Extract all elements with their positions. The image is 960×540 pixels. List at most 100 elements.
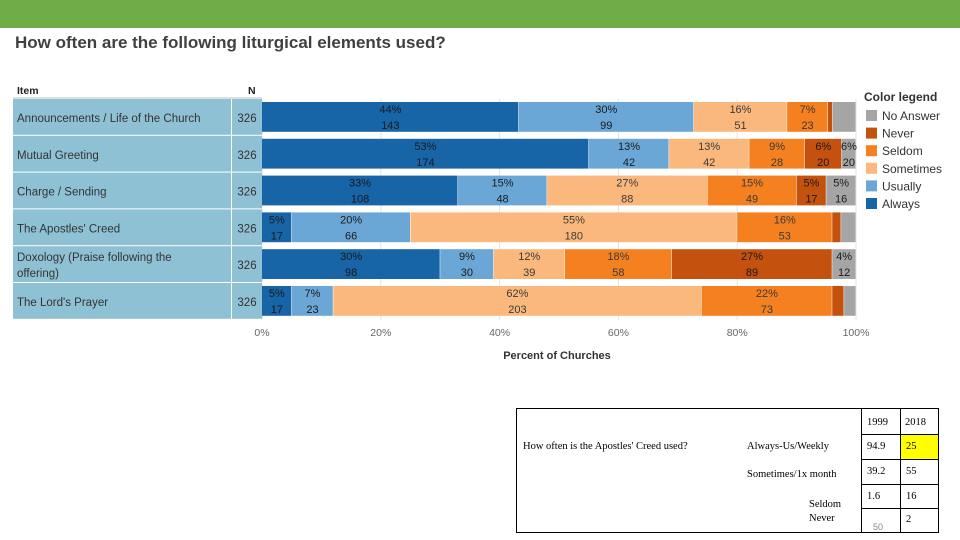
- page-title: How often are the following liturgical e…: [15, 33, 446, 52]
- slide-number: 50: [873, 522, 884, 532]
- segment-count-label: 143: [381, 120, 399, 132]
- segment-count-label: 99: [600, 120, 612, 132]
- bar-segment-never: [671, 249, 832, 279]
- bar-segment-seldom: [737, 212, 832, 243]
- table-divider: [861, 434, 938, 435]
- segment-percent-label: 33%: [349, 178, 371, 190]
- legend-entry-label: No Answer: [882, 109, 940, 123]
- legend-entry-label: Sometimes: [882, 162, 942, 176]
- x-tick-label: 40%: [489, 327, 510, 339]
- segment-count-label: 42: [703, 157, 715, 169]
- legend-swatch: [866, 127, 877, 139]
- segment-count-label: 174: [416, 157, 434, 169]
- row-n-value: 326: [237, 297, 256, 309]
- bar-segment-usually: [518, 102, 694, 132]
- segment-count-label: 98: [345, 267, 357, 279]
- creed-comparison-table: 1999 2018 How often is the Apostles' Cre…: [516, 408, 939, 533]
- bar-segment-usually: [291, 286, 333, 316]
- segment-percent-label: 5%: [803, 178, 819, 190]
- table-divider: [861, 459, 938, 460]
- bar-segment-always: [262, 286, 292, 316]
- stacked-bar-chart: Item N 0% 20% 40% 60% 80% 100% Percent of Church…: [13, 85, 942, 362]
- segment-count-label: 20: [843, 157, 855, 169]
- row-n-background: [232, 209, 262, 246]
- segment-count-label: 17: [805, 194, 817, 206]
- row-n-value: 326: [237, 113, 256, 125]
- segment-count-label: 58: [612, 267, 624, 279]
- table-header-1999: 1999: [867, 417, 888, 428]
- row-label-background: [13, 283, 231, 319]
- segment-percent-label: 16%: [729, 104, 751, 116]
- bar-segment-never: [796, 175, 826, 206]
- legend-swatch: [866, 162, 877, 174]
- row-n-background: [232, 283, 262, 319]
- table-cell-2018: 2: [906, 514, 912, 525]
- segment-percent-label: 13%: [618, 141, 640, 153]
- bar-segment-seldom: [787, 102, 828, 132]
- bar-segment-never: [832, 212, 841, 243]
- item-column-header: Item: [17, 85, 39, 97]
- segment-count-label: 23: [306, 304, 318, 316]
- bar-segment-no-answer: [841, 138, 856, 169]
- bar-segment-no-answer: [832, 249, 856, 279]
- bar-segment-always: [262, 212, 292, 243]
- bar-segment-sometimes: [333, 286, 702, 316]
- legend-entry-label: Never: [882, 127, 914, 141]
- segment-count-label: 66: [345, 230, 357, 242]
- segment-percent-label: 62%: [506, 288, 528, 300]
- bar-segment-usually: [440, 249, 494, 279]
- segment-count-label: 20: [817, 157, 829, 169]
- legend-swatch: [866, 198, 877, 209]
- segment-count-label: 48: [496, 194, 508, 206]
- legend-swatch: [866, 110, 877, 121]
- row-label-background: [13, 246, 231, 282]
- segment-count-label: 88: [621, 194, 633, 206]
- segment-count-label: 17: [271, 304, 283, 316]
- segment-percent-label: 55%: [563, 214, 585, 226]
- legend-swatch: [866, 180, 877, 192]
- legend-entry-label: Usually: [882, 179, 921, 193]
- row-label: Announcements / Life of the Church: [17, 113, 200, 125]
- segment-count-label: 23: [801, 120, 813, 132]
- bar-segment-sometimes: [669, 138, 749, 169]
- segment-count-label: 12: [838, 267, 850, 279]
- row-label: The Lord's Prayer: [17, 297, 108, 309]
- bar-segment-no-answer: [826, 175, 856, 206]
- table-divider: [861, 508, 938, 509]
- x-axis-title: Percent of Churches: [503, 350, 611, 362]
- row-n-value: 326: [237, 223, 256, 235]
- x-tick-label: 20%: [370, 327, 391, 339]
- row-n-background: [232, 246, 262, 282]
- bar-segment-never: [832, 286, 844, 316]
- segment-percent-label: 30%: [340, 251, 362, 263]
- segment-percent-label: 16%: [774, 214, 796, 226]
- bar-segment-sometimes: [493, 249, 565, 279]
- table-question: How often is the Apostles' Creed used?: [523, 441, 688, 452]
- bar-segment-never: [804, 138, 842, 169]
- bar-segment-always: [262, 102, 519, 132]
- bar-segment-sometimes: [693, 102, 787, 132]
- row-label: Doxology (Praise following the offering): [17, 252, 172, 280]
- row-n-value: 326: [237, 150, 256, 162]
- segment-percent-label: 6%: [815, 141, 831, 153]
- segment-count-label: 108: [351, 194, 369, 206]
- legend-title: Color legend: [864, 90, 937, 104]
- row-label: Mutual Greeting: [17, 150, 99, 162]
- segment-count-label: 17: [271, 230, 283, 242]
- segment-percent-label: 6%: [841, 141, 857, 153]
- row-n-background: [232, 135, 262, 172]
- table-cell-2018: 55: [906, 466, 917, 477]
- segment-percent-label: 15%: [492, 178, 514, 190]
- table-cell-2018: 16: [906, 491, 917, 502]
- bar-segment-no-answer: [841, 212, 856, 243]
- bar-segment-usually: [291, 212, 410, 243]
- bar-segment-seldom: [707, 175, 797, 206]
- segment-percent-label: 4%: [836, 251, 852, 263]
- bar-segment-always: [262, 249, 440, 279]
- segment-count-label: 16: [835, 194, 847, 206]
- legend-entry-label: Always: [882, 197, 920, 211]
- segment-count-label: 51: [734, 120, 746, 132]
- bar-segment-sometimes: [410, 212, 737, 243]
- bar-segment-seldom: [701, 286, 832, 316]
- segment-count-label: 30: [461, 267, 473, 279]
